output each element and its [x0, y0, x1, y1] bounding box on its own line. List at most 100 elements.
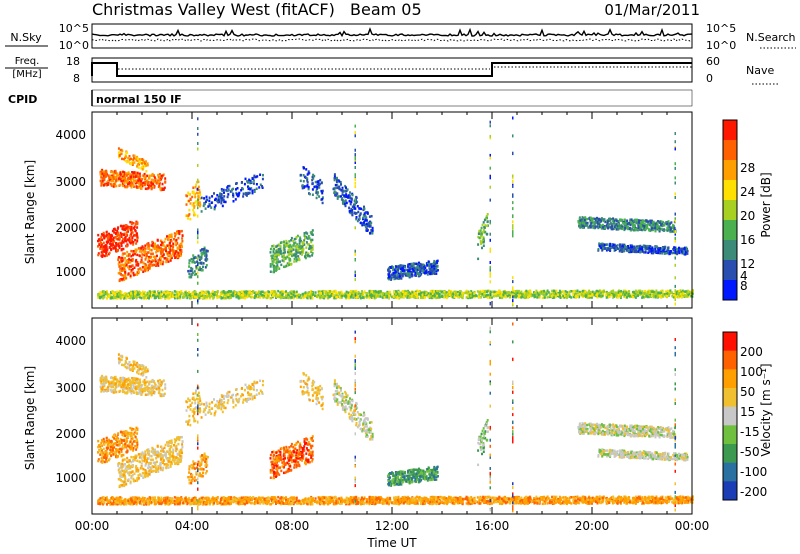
power-point [345, 193, 348, 196]
power-point [273, 267, 276, 270]
power-point [130, 254, 133, 258]
power-point [188, 213, 191, 216]
power-point [657, 228, 660, 232]
power-point [338, 195, 340, 198]
power-point [139, 267, 142, 270]
power-point [221, 189, 224, 193]
power-point [189, 202, 192, 205]
power-point [194, 261, 196, 264]
power-point [321, 191, 324, 195]
power-point [473, 290, 476, 294]
power-point [237, 194, 240, 198]
power-point [317, 294, 320, 297]
power-point [199, 197, 202, 200]
power-point [127, 179, 129, 183]
power-point [613, 225, 616, 228]
power-point [661, 224, 664, 227]
power-point [639, 224, 642, 227]
power-point [286, 250, 289, 254]
power-point [476, 290, 479, 293]
power-point [126, 225, 129, 228]
power-point [200, 257, 203, 260]
power-point [361, 294, 364, 297]
power-point [193, 211, 196, 214]
power-point [301, 251, 304, 254]
power-point [617, 220, 620, 223]
power-point [341, 189, 344, 193]
power-point [632, 219, 635, 222]
power-point [291, 254, 293, 258]
power-point [131, 237, 134, 240]
power-point [135, 295, 138, 298]
power-point [481, 292, 484, 296]
power-point [486, 224, 489, 228]
power-point [623, 224, 626, 227]
nave-tick-high: 60 [706, 55, 720, 68]
power-point [116, 174, 119, 177]
power-point [127, 261, 130, 264]
power-point [126, 254, 129, 257]
power-point [114, 177, 117, 180]
power-point [349, 296, 352, 299]
power-point [658, 294, 661, 298]
power-point [140, 246, 143, 250]
power-point [250, 187, 253, 190]
power-point [369, 292, 372, 295]
power-point [108, 246, 111, 249]
power-point [261, 185, 263, 188]
power-point [271, 260, 274, 263]
power-point [307, 252, 310, 256]
power-point [641, 293, 644, 297]
power-point [197, 201, 200, 205]
power-point [259, 292, 262, 296]
power-point [116, 297, 119, 300]
power-point [585, 221, 588, 225]
power-point [310, 289, 313, 293]
power-point [199, 266, 201, 269]
power-point [153, 292, 156, 296]
power-point [615, 247, 618, 250]
power-point [413, 266, 416, 270]
power-point [282, 246, 285, 250]
power-point [605, 247, 608, 250]
power-point [522, 292, 525, 296]
power-point [588, 217, 591, 220]
power-point [244, 177, 247, 181]
power-point [168, 291, 171, 294]
power-point [675, 251, 678, 255]
power-point [150, 249, 153, 252]
power-point [482, 229, 485, 232]
power-point [275, 245, 278, 248]
power-point [592, 217, 595, 220]
power-point [97, 245, 99, 248]
power-point [125, 172, 128, 175]
power-point [232, 192, 235, 196]
power-point [208, 196, 211, 199]
power-point [674, 291, 677, 294]
power-point [436, 265, 439, 268]
power-point [277, 253, 280, 256]
power-point [130, 265, 132, 268]
power-point [131, 264, 134, 267]
power-point [664, 290, 667, 293]
power-point [314, 291, 317, 294]
power-point [198, 188, 201, 192]
power-point [169, 241, 171, 245]
power-point [118, 265, 121, 268]
power-point [127, 229, 129, 233]
power-point [168, 243, 171, 247]
power-point [174, 252, 177, 255]
power-point [117, 174, 120, 177]
power-point [126, 265, 129, 269]
power-point [636, 218, 639, 222]
freq-panel: Freq. [MHz] 18 8 60 0 Nave [5, 55, 780, 85]
power-point [663, 252, 666, 255]
power-point [161, 187, 164, 191]
power-point [162, 253, 165, 256]
power-point [101, 177, 104, 181]
power-point [133, 185, 135, 188]
nave-label: Nave [746, 64, 774, 77]
power-point [405, 272, 408, 275]
power-point [139, 179, 142, 183]
power-point [144, 258, 147, 261]
